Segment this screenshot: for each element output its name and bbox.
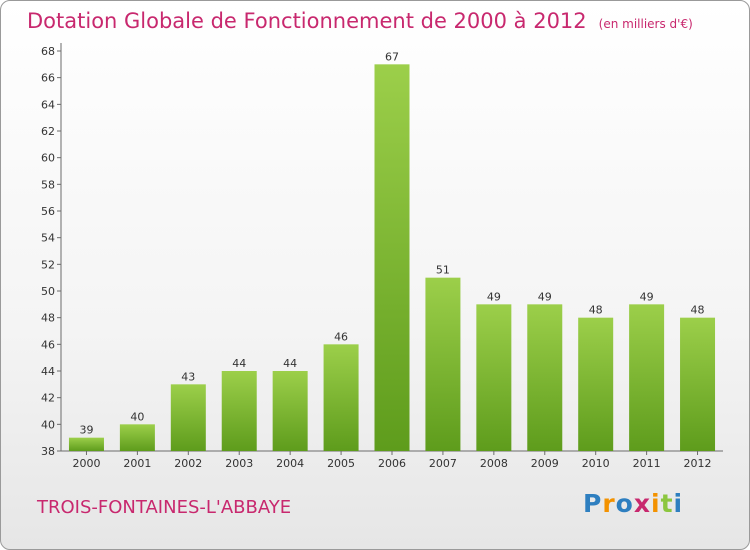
y-tick-label: 38: [41, 445, 55, 458]
logo-letter: i: [673, 489, 684, 518]
bar: [680, 317, 716, 451]
y-tick-label: 46: [41, 338, 55, 351]
y-tick-label: 54: [41, 232, 55, 245]
bar: [578, 317, 614, 451]
logo-letter: x: [633, 489, 651, 518]
y-tick-label: 64: [41, 98, 55, 111]
x-tick-label: 2000: [72, 457, 100, 470]
bar: [323, 344, 359, 451]
bars: 39 40 43 44 44 46 67 51 49 49 48 49 48: [68, 50, 716, 452]
x-tick-label: 2002: [174, 457, 202, 470]
town-name: TROIS-FONTAINES-L'ABBAYE: [37, 497, 292, 518]
x-tick-label: 2003: [225, 457, 253, 470]
y-tick-label: 44: [41, 365, 55, 378]
y-tick-label: 66: [41, 72, 55, 85]
bar: [629, 304, 665, 451]
bar: [68, 437, 104, 451]
y-tick-label: 60: [41, 152, 55, 165]
x-tick-label: 2008: [480, 457, 508, 470]
axes: 38 40 42 44 46 48 50 52 54 56 58 60 62 64 66 68 2000 2001…: [41, 43, 723, 470]
bar: [425, 277, 461, 451]
bar-value-label: 46: [334, 330, 348, 343]
title-text: Dotation Globale de Fonctionnement de 20…: [27, 9, 587, 33]
bar: [170, 384, 206, 451]
proxiti-logo: Proxiti: [583, 489, 683, 518]
logo-letter: i: [651, 489, 661, 518]
x-tick-label: 2007: [429, 457, 457, 470]
bar-value-label: 44: [232, 357, 246, 370]
bar: [374, 64, 410, 452]
chart-title: Dotation Globale de Fonctionnement de 20…: [27, 9, 693, 33]
y-tick-label: 42: [41, 392, 55, 405]
bar-value-label: 67: [385, 50, 399, 63]
x-tick-label: 2009: [531, 457, 559, 470]
bar-value-label: 49: [640, 290, 654, 303]
bar-value-label: 48: [691, 304, 705, 317]
bar-value-label: 44: [283, 357, 297, 370]
y-tick-label: 56: [41, 205, 55, 218]
bar-value-label: 51: [436, 264, 450, 277]
bar: [221, 371, 257, 451]
y-tick-label: 48: [41, 312, 55, 325]
bar: [527, 304, 563, 451]
logo-letter: P: [583, 489, 603, 518]
y-tick-label: 62: [41, 125, 55, 138]
bar-value-label: 39: [79, 424, 93, 437]
y-tick-label: 58: [41, 178, 55, 191]
logo-letter: o: [615, 489, 634, 518]
y-tick-label: 52: [41, 258, 55, 271]
y-tick-label: 68: [41, 45, 55, 58]
bar: [119, 424, 155, 451]
bar-value-label: 49: [538, 290, 552, 303]
bar-value-label: 43: [181, 370, 195, 383]
logo-letter: t: [660, 489, 674, 518]
bar: [272, 371, 308, 451]
bar-value-label: 40: [130, 410, 144, 423]
logo-letter: r: [602, 489, 616, 518]
bar-value-label: 48: [589, 304, 603, 317]
bar: [476, 304, 512, 451]
x-tick-label: 2006: [378, 457, 406, 470]
y-tick-label: 40: [41, 418, 55, 431]
x-tick-label: 2004: [276, 457, 304, 470]
x-tick-label: 2012: [684, 457, 712, 470]
x-tick-label: 2011: [633, 457, 661, 470]
x-tick-label: 2010: [582, 457, 610, 470]
x-tick-label: 2001: [123, 457, 151, 470]
bar-value-label: 49: [487, 290, 501, 303]
subtitle-text: (en milliers d'€): [598, 17, 693, 31]
y-tick-label: 50: [41, 285, 55, 298]
x-tick-label: 2005: [327, 457, 355, 470]
